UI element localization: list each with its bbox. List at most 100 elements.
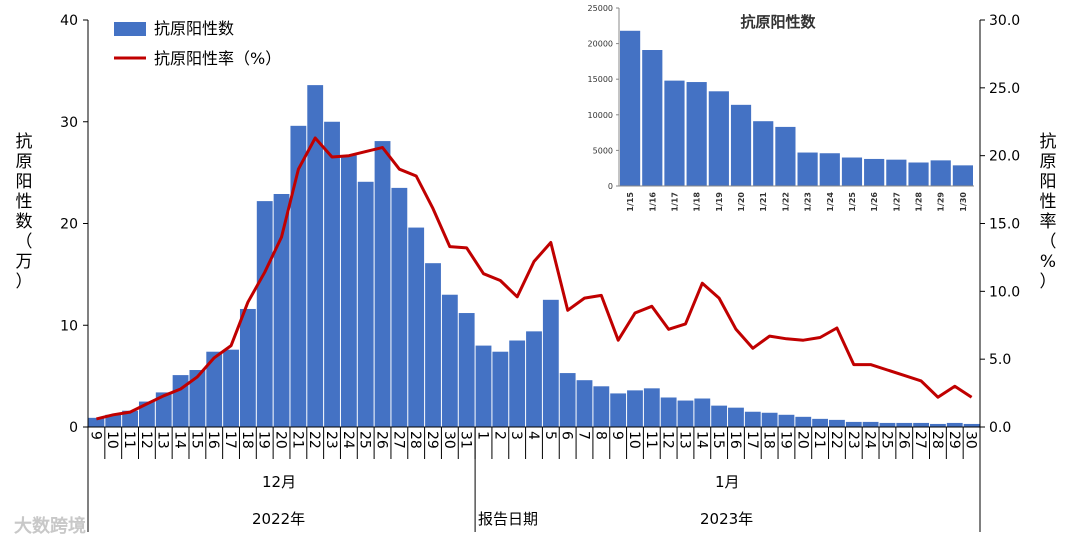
inset-x-tick-11: 1/26 xyxy=(870,192,879,212)
x-tick-42: 20 xyxy=(794,431,810,449)
inset-bar-1 xyxy=(642,50,663,187)
bar-17 xyxy=(374,141,391,427)
x-tick-48: 26 xyxy=(895,431,911,449)
inset-bar-3 xyxy=(686,82,707,186)
y-left-tick-0: 0 xyxy=(69,420,78,436)
y-right-tick-0: 0.0 xyxy=(989,420,1011,436)
x-tick-10: 19 xyxy=(256,431,272,449)
bar-47 xyxy=(879,422,896,427)
inset-bar-15 xyxy=(952,165,973,186)
x-tick-31: 9 xyxy=(609,431,625,440)
inset-y-tick-2: 10000 xyxy=(588,111,613,120)
legend-bar-swatch xyxy=(114,22,146,36)
x-tick-39: 17 xyxy=(744,431,760,449)
inset-title: 抗原阳性数 xyxy=(740,13,816,31)
y-left-tick-4: 40 xyxy=(60,13,78,29)
x-tick-12: 21 xyxy=(289,431,305,449)
bar-49 xyxy=(913,422,930,427)
inset-bar-8 xyxy=(797,152,818,186)
y-axis-left-label: 抗原阳性数（万） xyxy=(15,132,33,292)
y-right-tick-2: 10.0 xyxy=(989,284,1020,300)
x-tick-5: 14 xyxy=(172,431,188,449)
x-tick-13: 22 xyxy=(306,431,322,449)
x-tick-41: 19 xyxy=(777,431,793,449)
x-tick-11: 20 xyxy=(273,431,289,449)
x-tick-47: 25 xyxy=(878,431,894,449)
bar-48 xyxy=(896,422,913,427)
bar-11 xyxy=(273,193,290,427)
bar-2 xyxy=(122,410,138,427)
bar-16 xyxy=(357,181,374,427)
x-tick-52: 30 xyxy=(963,431,979,449)
inset-bar-4 xyxy=(708,91,729,186)
bar-38 xyxy=(728,407,744,427)
bar-4 xyxy=(155,392,172,427)
bar-31 xyxy=(610,393,627,427)
bar-18 xyxy=(391,187,408,427)
bar-35 xyxy=(677,400,694,427)
bar-27 xyxy=(542,299,559,427)
inset-x-tick-7: 1/22 xyxy=(781,192,790,212)
bar-15 xyxy=(340,155,357,427)
x-tick-16: 25 xyxy=(357,431,373,449)
bar-28 xyxy=(559,373,576,427)
inset-bar-6 xyxy=(753,121,774,186)
x-tick-20: 29 xyxy=(424,431,440,449)
inset-bar-7 xyxy=(775,126,796,186)
bar-0 xyxy=(88,417,105,427)
inset-bar-0 xyxy=(620,30,641,187)
x-tick-21: 30 xyxy=(441,431,457,449)
x-tick-29: 7 xyxy=(575,431,591,440)
legend-line-label: 抗原阳性率（%） xyxy=(154,49,281,68)
bar-13 xyxy=(307,85,324,428)
month-label-december: 12月 xyxy=(262,473,297,491)
y-right-tick-5: 25.0 xyxy=(989,81,1020,97)
bar-25 xyxy=(509,340,526,427)
x-tick-25: 3 xyxy=(508,431,524,440)
x-tick-8: 17 xyxy=(222,431,238,449)
x-tick-37: 15 xyxy=(710,431,726,449)
y-left-tick-3: 30 xyxy=(60,115,78,131)
inset-bar-12 xyxy=(886,159,907,186)
watermark-logo: 大数跨境 xyxy=(14,516,86,537)
x-tick-14: 23 xyxy=(323,431,339,449)
x-tick-6: 15 xyxy=(188,431,204,449)
inset-x-tick-10: 1/25 xyxy=(848,192,857,212)
x-tick-15: 24 xyxy=(340,431,356,449)
bar-10 xyxy=(256,201,273,427)
x-tick-22: 31 xyxy=(458,431,474,449)
inset-chart: 0 5000 10000 15000 20000 25000 1/15 1/16 1/17 1/1… xyxy=(588,4,978,222)
year-label-2023: 2023年 xyxy=(700,510,754,528)
bar-43 xyxy=(812,418,829,427)
x-tick-32: 10 xyxy=(626,431,642,449)
y-right-tick-3: 15.0 xyxy=(989,217,1020,233)
bar-33 xyxy=(643,388,660,427)
bar-22 xyxy=(458,313,475,427)
bar-44 xyxy=(829,419,845,427)
inset-x-tick-9: 1/24 xyxy=(826,192,835,212)
year-label-2022: 2022年 xyxy=(252,510,306,528)
bar-3 xyxy=(138,401,155,427)
bar-34 xyxy=(660,397,677,427)
bar-7 xyxy=(206,351,223,427)
bar-5 xyxy=(172,375,189,427)
x-tick-34: 12 xyxy=(660,431,676,449)
x-tick-50: 28 xyxy=(929,431,945,449)
y-left-tick-1: 10 xyxy=(60,318,78,334)
x-tick-40: 18 xyxy=(761,431,777,449)
y-right-tick-4: 20.0 xyxy=(989,149,1020,165)
bar-46 xyxy=(862,421,879,427)
bar-19 xyxy=(408,227,425,427)
inset-y-tick-4: 20000 xyxy=(588,40,613,49)
bar-42 xyxy=(795,416,812,427)
bar-32 xyxy=(627,390,643,427)
inset-x-tick-8: 1/23 xyxy=(804,192,813,212)
bar-40 xyxy=(761,412,778,427)
inset-bar-10 xyxy=(841,157,863,186)
bar-12 xyxy=(290,125,307,427)
x-tick-36: 14 xyxy=(693,431,709,449)
x-tick-27: 5 xyxy=(542,431,558,440)
x-tick-7: 16 xyxy=(205,431,221,449)
